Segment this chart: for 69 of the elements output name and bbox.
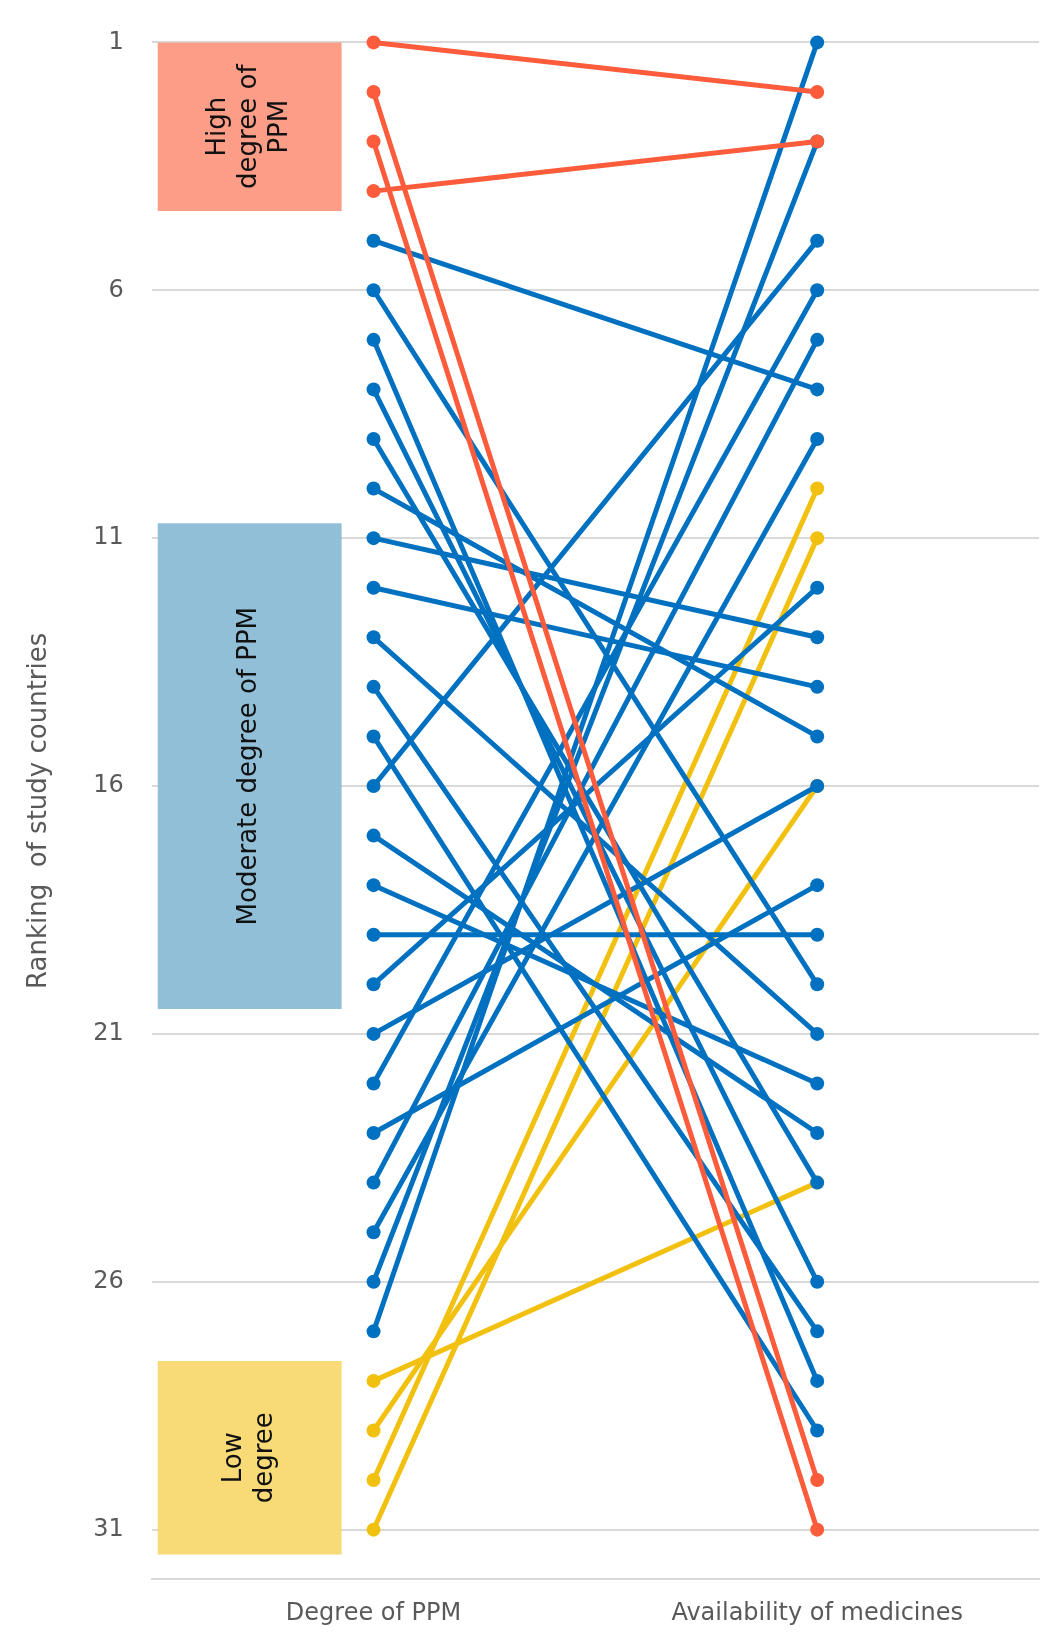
point — [366, 1126, 381, 1141]
point — [810, 531, 825, 546]
point — [810, 35, 825, 50]
point — [810, 878, 825, 893]
point — [810, 977, 825, 992]
point — [810, 1126, 825, 1141]
point — [810, 580, 825, 595]
point — [366, 233, 381, 248]
y-axis-title: Ranking of study countries — [22, 632, 53, 989]
point — [810, 481, 825, 496]
point — [810, 729, 825, 744]
y-tick-label: 31 — [93, 1513, 124, 1542]
point — [366, 283, 381, 298]
point — [810, 1473, 825, 1488]
point — [810, 382, 825, 397]
point — [366, 1373, 381, 1388]
point — [810, 1423, 825, 1438]
point — [366, 184, 381, 199]
point — [366, 1225, 381, 1240]
point — [366, 35, 381, 50]
point — [366, 1274, 381, 1289]
point — [366, 679, 381, 694]
point — [366, 878, 381, 893]
point — [366, 1522, 381, 1537]
point — [810, 332, 825, 347]
point — [366, 84, 381, 99]
point — [810, 233, 825, 248]
point — [810, 1274, 825, 1289]
point — [366, 1076, 381, 1091]
point — [810, 431, 825, 446]
point — [366, 531, 381, 546]
point — [366, 630, 381, 645]
point — [366, 977, 381, 992]
y-tick-label: 1 — [108, 26, 124, 55]
point — [810, 1324, 825, 1339]
y-tick-label: 16 — [93, 770, 124, 799]
point — [366, 1423, 381, 1438]
point — [810, 1373, 825, 1388]
point — [366, 828, 381, 843]
point — [810, 283, 825, 298]
y-tick-label: 6 — [108, 274, 124, 303]
band-label: Low degree — [216, 1412, 278, 1504]
point — [366, 1324, 381, 1339]
point — [810, 1026, 825, 1041]
point — [366, 1473, 381, 1488]
point — [810, 679, 825, 694]
point — [366, 382, 381, 397]
point — [366, 431, 381, 446]
point — [810, 1076, 825, 1091]
point — [366, 729, 381, 744]
x-tick-label: Availability of medicines — [671, 1597, 963, 1626]
point — [366, 779, 381, 794]
band-label: Moderate degree of PPM — [232, 606, 263, 926]
y-tick-label: 11 — [93, 522, 124, 551]
point — [366, 1175, 381, 1190]
point — [810, 84, 825, 99]
y-tick-label: 26 — [93, 1265, 124, 1294]
point — [810, 630, 825, 645]
point — [810, 927, 825, 942]
point — [366, 332, 381, 347]
point — [366, 580, 381, 595]
band-label: High degree of PPM — [201, 63, 294, 189]
point — [366, 1026, 381, 1041]
point — [366, 927, 381, 942]
point — [366, 134, 381, 149]
point — [810, 1522, 825, 1537]
point — [366, 481, 381, 496]
y-tick-label: 21 — [93, 1018, 124, 1047]
x-tick-label: Degree of PPM — [285, 1597, 462, 1626]
